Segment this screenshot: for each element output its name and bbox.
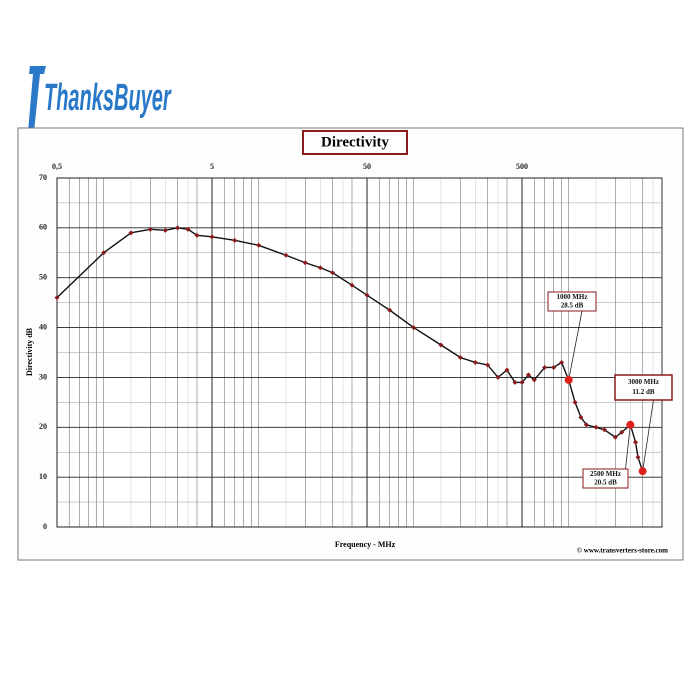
annotation-leader (568, 310, 583, 380)
data-marker (531, 377, 537, 383)
y-tick-label: 30 (39, 372, 47, 381)
annotation-text: 11.2 dB (632, 388, 655, 396)
annotation-box (547, 291, 597, 312)
data-marker (504, 367, 510, 373)
y-tick-label: 50 (39, 273, 47, 282)
data-marker (485, 362, 491, 368)
data-marker (349, 282, 355, 288)
data-marker (317, 265, 323, 271)
title-box (302, 130, 408, 155)
data-marker (147, 226, 153, 232)
y-tick-label: 40 (39, 322, 47, 331)
data-marker (472, 359, 478, 365)
data-marker (330, 270, 336, 276)
x-tick-label: 500 (516, 162, 528, 171)
data-marker (457, 354, 463, 360)
annotation-text: 2500 MHz (590, 470, 621, 478)
data-marker (101, 250, 107, 256)
data-marker (283, 252, 289, 258)
copyright: © www.transverters-store.com (577, 547, 668, 555)
data-marker (128, 230, 134, 236)
annotation-text: 3000 MHz (628, 378, 659, 386)
data-marker (256, 242, 262, 248)
data-marker (411, 325, 417, 331)
data-marker (519, 379, 525, 385)
data-marker (559, 359, 565, 365)
data-marker (495, 374, 501, 380)
annotation-box (614, 374, 673, 401)
data-marker (232, 237, 238, 243)
data-marker (572, 399, 578, 405)
data-marker (635, 454, 641, 460)
y-tick-label: 70 (39, 173, 47, 182)
data-marker (512, 379, 518, 385)
data-marker (601, 427, 607, 433)
data-marker (54, 295, 60, 301)
y-tick-label: 60 (39, 223, 47, 232)
y-tick-label: 20 (39, 422, 47, 431)
chart-title: Directivity (321, 134, 390, 150)
highlight-point (638, 467, 647, 476)
annotation-text: 20.5 dB (594, 478, 617, 486)
x-tick-label: 50 (363, 162, 371, 171)
data-marker (185, 226, 191, 232)
x-tick-label: 0,5 (52, 162, 62, 171)
logo: ThanksBuyer (28, 66, 172, 132)
logo-icon (28, 66, 46, 132)
highlight-point (626, 420, 635, 429)
logo-text: ThanksBuyer (44, 77, 172, 118)
data-marker (209, 234, 215, 240)
highlight-point (564, 375, 573, 384)
data-marker (633, 439, 639, 445)
data-marker (438, 342, 444, 348)
annotation-leader (625, 424, 631, 470)
x-axis-label: Frequency - MHz (335, 540, 396, 549)
data-marker (612, 434, 618, 440)
data-marker (525, 372, 531, 378)
data-marker (619, 429, 625, 435)
data-marker (583, 422, 589, 428)
data-marker (551, 364, 557, 370)
data-marker (578, 414, 584, 420)
annotation-text: 28.5 dB (561, 301, 584, 309)
data-marker (542, 364, 548, 370)
data-marker (364, 292, 370, 298)
x-tick-label: 5 (210, 162, 214, 171)
data-marker (194, 232, 200, 238)
data-marker (593, 424, 599, 430)
annotation-box (582, 468, 629, 489)
data-marker (387, 307, 393, 313)
y-axis-label: Directivity dB (25, 327, 34, 376)
annotation-leader (642, 399, 654, 472)
y-tick-label: 0 (43, 522, 47, 531)
data-marker (175, 225, 181, 231)
annotation-text: 1000 MHz (557, 293, 588, 301)
data-marker (162, 227, 168, 233)
y-tick-label: 10 (39, 472, 47, 481)
data-marker (302, 260, 308, 266)
